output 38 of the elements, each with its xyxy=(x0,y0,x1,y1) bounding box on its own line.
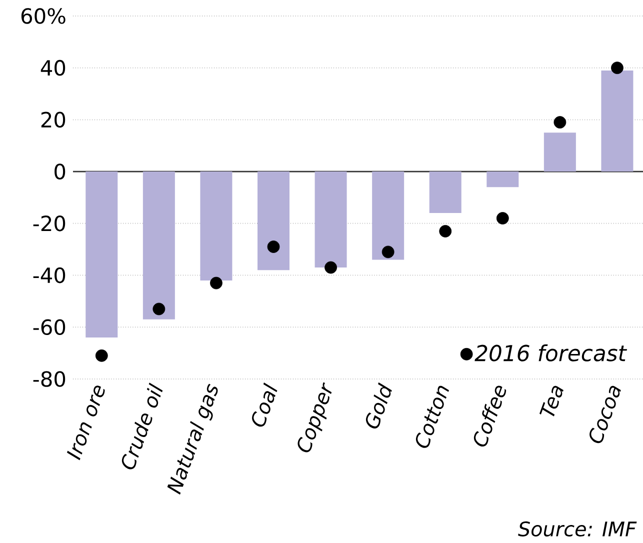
point xyxy=(210,276,222,290)
x-tick-label: Gold xyxy=(366,382,392,428)
legend-label: 2016 forecast xyxy=(474,344,628,362)
x-tick-label: Cocoa xyxy=(590,386,621,444)
y-tick-label: 40 xyxy=(40,60,66,76)
bar xyxy=(372,172,404,260)
point xyxy=(152,302,166,316)
x-tick-label: Coal xyxy=(252,382,278,427)
point xyxy=(496,212,509,224)
bar xyxy=(142,172,175,320)
x-tick-label: Cotton xyxy=(416,386,449,448)
bar xyxy=(314,172,347,268)
y-tick-label: -60 xyxy=(33,319,66,336)
bar xyxy=(258,172,290,270)
bar xyxy=(601,70,634,172)
y-tick-label: -80 xyxy=(33,371,66,387)
bar xyxy=(429,172,462,214)
source-note: Source: IMF xyxy=(518,521,637,536)
y-tick-label: 20 xyxy=(41,112,66,128)
point xyxy=(611,62,624,74)
y-tick-label: -20 xyxy=(33,216,66,232)
y-tick-label: 60% xyxy=(21,8,66,24)
x-tick-label: Tea xyxy=(539,386,564,416)
bar xyxy=(86,172,118,338)
x-tick-label: Iron ore xyxy=(66,386,105,460)
point xyxy=(439,224,452,238)
x-tick-label: Coffee xyxy=(474,386,506,447)
bar xyxy=(544,132,576,172)
y-tick-label: 0 xyxy=(54,164,66,180)
point xyxy=(554,116,566,128)
y-tick-label: -40 xyxy=(33,267,66,284)
bar xyxy=(200,172,232,280)
x-tick-label: Crude oil xyxy=(122,382,163,470)
bar xyxy=(486,172,519,188)
point xyxy=(324,261,337,274)
point xyxy=(95,349,108,362)
point xyxy=(267,240,280,253)
point xyxy=(382,246,394,258)
